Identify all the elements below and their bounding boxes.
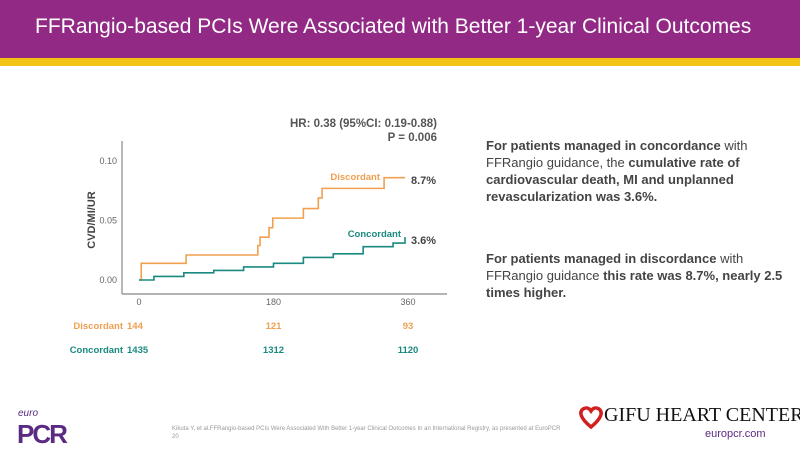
y-axis-label: CVD/MI/UR [86, 191, 98, 249]
x-tick-label: 0 [136, 297, 141, 307]
series-line-discordant [139, 176, 406, 281]
series-label: Concordant [348, 229, 402, 240]
europcr-logo: PCR [17, 419, 68, 449]
hazard-ratio: HR: 0.38 (95%CI: 0.19-0.88) [289, 118, 437, 130]
series-end-value: 3.6% [411, 235, 436, 247]
at-risk-count: 121 [266, 321, 283, 332]
y-tick-label: 0.05 [99, 216, 117, 226]
citation: Kikuta Y, et al.FFRangio-based PCIs Were… [172, 426, 561, 440]
discordance-bold: For patients managed in discordance [486, 251, 717, 266]
at-risk-count: 93 [403, 321, 414, 332]
series-line-concordant [139, 237, 406, 281]
km-chart: 0.00 0.05 0.10 0 180 360 CVD/MI/UR Discordant 8.… [70, 141, 447, 356]
discordance-plain: with FFRangio guidance [486, 251, 744, 283]
series-end-value: 8.7% [411, 175, 436, 187]
y-tick-label: 0.10 [99, 156, 117, 166]
at-risk-label: Discordant [73, 321, 123, 332]
slide-title: FFRangio-based PCIs Were Associated with… [35, 15, 752, 38]
p-value: P = 0.006 [387, 132, 437, 144]
at-risk-count: 1120 [398, 345, 419, 356]
concordance-bold: For patients managed in concordance [486, 138, 721, 153]
accent-bar [0, 58, 800, 66]
concordance-rate: cumulative rate of cardiovascular death,… [486, 155, 740, 204]
europcr-logo-euro: euro [18, 408, 39, 419]
discordance-text: For patients managed in discordance with… [486, 250, 786, 301]
concordance-plain: with FFRangio guidance, the [486, 138, 748, 170]
at-risk-count: 1312 [263, 345, 284, 356]
y-tick-label: 0.00 [99, 275, 117, 285]
heart-logo-icon [579, 406, 603, 429]
at-risk-count: 144 [127, 321, 144, 332]
header-bar: FFRangio-based PCIs Were Associated with… [0, 0, 800, 58]
discordance-rate: this rate was 8.7%, nearly 2.5 times hig… [486, 268, 783, 300]
concordance-text: For patients managed in concordance with… [486, 137, 786, 205]
gifu-heart-center: GIFU HEART CENTER [604, 404, 800, 426]
x-tick-label: 180 [266, 297, 281, 307]
at-risk-count: 1435 [127, 345, 149, 356]
series-label: Discordant [330, 172, 380, 183]
europcr-link[interactable]: europcr.com [705, 428, 766, 440]
at-risk-label: Concordant [70, 345, 124, 356]
x-tick-label: 360 [400, 297, 415, 307]
